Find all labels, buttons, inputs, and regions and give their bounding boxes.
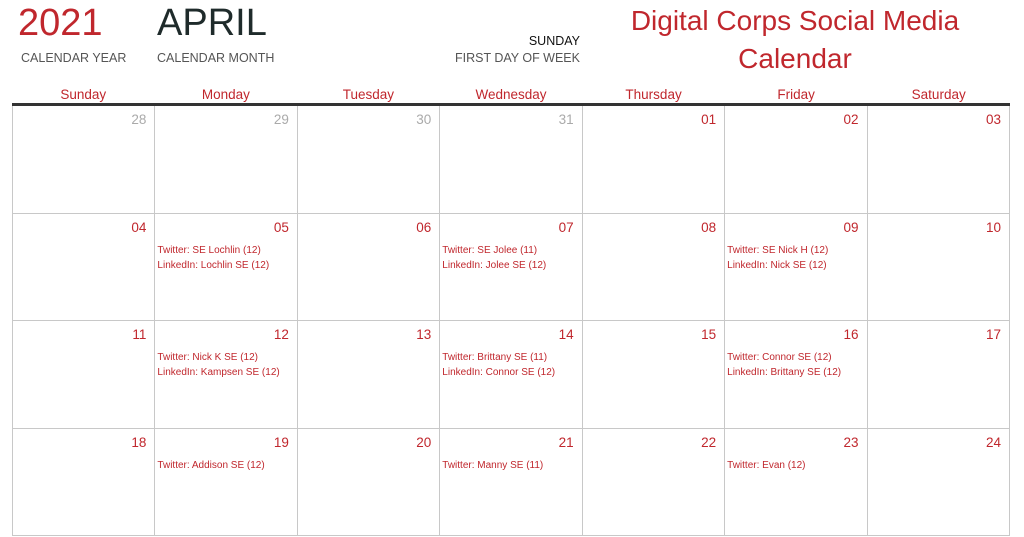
weekday-friday: Friday <box>777 87 815 102</box>
event-list: Twitter: SE Nick H (12) LinkedIn: Nick SE… <box>727 243 864 273</box>
event-list: Twitter: Nick K SE (12) LinkedIn: Kampsen… <box>157 350 294 380</box>
day-number: 05 <box>273 219 289 235</box>
day-number: 03 <box>985 112 1001 127</box>
event-item[interactable]: Twitter: SE Lochlin (12) <box>157 244 261 256</box>
day-number: 11 <box>132 327 147 342</box>
weekday-tuesday: Tuesday <box>342 87 395 102</box>
day-cell[interactable]: 09 Twitter: SE Nick H (12) LinkedIn: Nick … <box>725 213 868 321</box>
day-cell[interactable]: 20 <box>297 428 441 536</box>
day-number: 17 <box>985 327 1001 342</box>
day-cell[interactable]: 18 <box>13 428 156 536</box>
event-item[interactable]: Twitter: Addison SE (12) <box>157 459 265 471</box>
event-list: Twitter: Connor SE (12) LinkedIn: Brittan… <box>727 350 864 380</box>
day-cell[interactable]: 13 <box>297 321 441 429</box>
day-cell[interactable]: 03 <box>867 106 1010 214</box>
day-cell[interactable]: 19 Twitter: Addison SE (12) <box>155 428 298 536</box>
weekday-thursday: Thursday <box>625 87 682 102</box>
event-list: Twitter: Brittany SE (11) LinkedIn: Conno… <box>442 350 579 380</box>
day-cell[interactable]: 23 Twitter: Evan (12) <box>725 428 868 536</box>
calendar-month: APRIL <box>157 2 267 44</box>
day-number: 10 <box>985 219 1001 235</box>
calendar-year-label: CALENDAR YEAR <box>21 51 127 65</box>
weekday-header: Sunday Monday Tuesday Wednesday Thursday… <box>12 87 1010 102</box>
day-cell[interactable]: 14 Twitter: Brittany SE (11) LinkedIn: Con… <box>440 321 583 429</box>
day-number: 31 <box>558 112 574 127</box>
day-number: 19 <box>273 434 289 450</box>
first-day-of-week-label: FIRST DAY OF WEEK <box>454 51 580 65</box>
event-item[interactable]: Twitter: SE Jolee (11) <box>442 244 538 256</box>
first-day-of-week: SUNDAY <box>528 34 580 48</box>
day-number: 18 <box>131 434 147 450</box>
day-number: 07 <box>558 219 574 235</box>
weekday-wednesday: Wednesday <box>475 87 547 102</box>
event-item[interactable]: Twitter: SE Nick H (12) <box>727 244 829 256</box>
event-item[interactable]: LinkedIn: Jolee SE (12) <box>442 259 547 271</box>
day-cell[interactable]: 11 <box>13 321 156 429</box>
event-list: Twitter: Manny SE (11) <box>442 458 579 473</box>
event-item[interactable]: LinkedIn: Brittany SE (12) <box>727 367 842 378</box>
day-number: 06 <box>416 219 432 235</box>
event-item[interactable]: Twitter: Evan (12) <box>727 459 806 471</box>
day-cell[interactable]: 06 <box>297 213 441 321</box>
day-cell[interactable]: 30 <box>297 106 441 214</box>
event-item[interactable]: Twitter: Nick K SE (12) <box>157 352 258 363</box>
event-item[interactable]: Twitter: Connor SE (12) <box>727 352 832 363</box>
day-cell[interactable]: 21 Twitter: Manny SE (11) <box>440 428 583 536</box>
day-number: 12 <box>273 327 289 342</box>
day-number: 04 <box>131 219 147 235</box>
day-cell[interactable]: 12 Twitter: Nick K SE (12) LinkedIn: Kamps… <box>155 321 298 429</box>
day-number: 14 <box>558 327 574 342</box>
page-title: Digital Corps Social Media Calendar <box>630 5 960 74</box>
day-number: 20 <box>416 434 432 450</box>
day-number: 15 <box>701 327 717 342</box>
calendar-grid: 28 29 30 31 01 02 03 04 05 Twitter: SE Lochlin (1… <box>12 106 1010 536</box>
day-cell[interactable]: 07 Twitter: SE Jolee (11) LinkedIn: Jolee … <box>440 213 583 321</box>
weekday-sunday: Sunday <box>60 87 107 102</box>
day-cell[interactable]: 04 <box>13 213 156 321</box>
day-number: 08 <box>701 219 717 235</box>
weekday-monday: Monday <box>201 87 250 102</box>
day-cell[interactable]: 29 <box>155 106 298 214</box>
day-number: 22 <box>701 434 717 450</box>
day-cell[interactable]: 10 <box>867 213 1010 321</box>
calendar-year: 2021 <box>18 2 103 44</box>
event-item[interactable]: LinkedIn: Lochlin SE (12) <box>157 259 270 271</box>
day-cell[interactable]: 24 <box>867 428 1010 536</box>
day-cell[interactable]: 02 <box>725 106 868 214</box>
event-item[interactable]: LinkedIn: Nick SE (12) <box>727 259 827 271</box>
day-cell[interactable]: 15 <box>582 321 726 429</box>
day-number: 28 <box>131 112 147 127</box>
day-cell[interactable]: 22 <box>582 428 726 536</box>
day-cell[interactable]: 31 <box>440 106 583 214</box>
day-number: 23 <box>843 434 859 450</box>
day-cell[interactable]: 05 Twitter: SE Lochlin (12) LinkedIn: Loch… <box>155 213 298 321</box>
day-number: 21 <box>558 434 574 450</box>
day-cell[interactable]: 16 Twitter: Connor SE (12) LinkedIn: Britt… <box>725 321 868 429</box>
header-divider <box>12 103 1010 106</box>
day-number: 24 <box>985 434 1001 450</box>
event-list: Twitter: Addison SE (12) <box>157 458 294 473</box>
day-number: 01 <box>701 112 717 127</box>
day-cell[interactable]: 28 <box>13 106 156 214</box>
day-cell[interactable]: 01 <box>582 106 726 214</box>
day-cell[interactable]: 08 <box>582 213 726 321</box>
event-item[interactable]: Twitter: Brittany SE (11) <box>442 352 548 363</box>
event-list: Twitter: Evan (12) <box>727 458 864 473</box>
event-item[interactable]: LinkedIn: Kampsen SE (12) <box>157 367 280 378</box>
day-number: 13 <box>416 327 432 342</box>
day-number: 29 <box>273 112 289 127</box>
day-number: 09 <box>843 219 859 235</box>
event-item[interactable]: LinkedIn: Connor SE (12) <box>442 367 556 378</box>
day-number: 02 <box>843 112 859 127</box>
calendar-month-label: CALENDAR MONTH <box>157 51 275 65</box>
day-cell[interactable]: 17 <box>867 321 1010 429</box>
weekday-saturday: Saturday <box>911 87 966 102</box>
event-list: Twitter: SE Jolee (11) LinkedIn: Jolee SE… <box>442 243 579 273</box>
day-number: 30 <box>416 112 432 127</box>
event-item[interactable]: Twitter: Manny SE (11) <box>442 459 544 471</box>
event-list: Twitter: SE Lochlin (12) LinkedIn: Lochli… <box>157 243 294 273</box>
day-number: 16 <box>843 327 859 342</box>
